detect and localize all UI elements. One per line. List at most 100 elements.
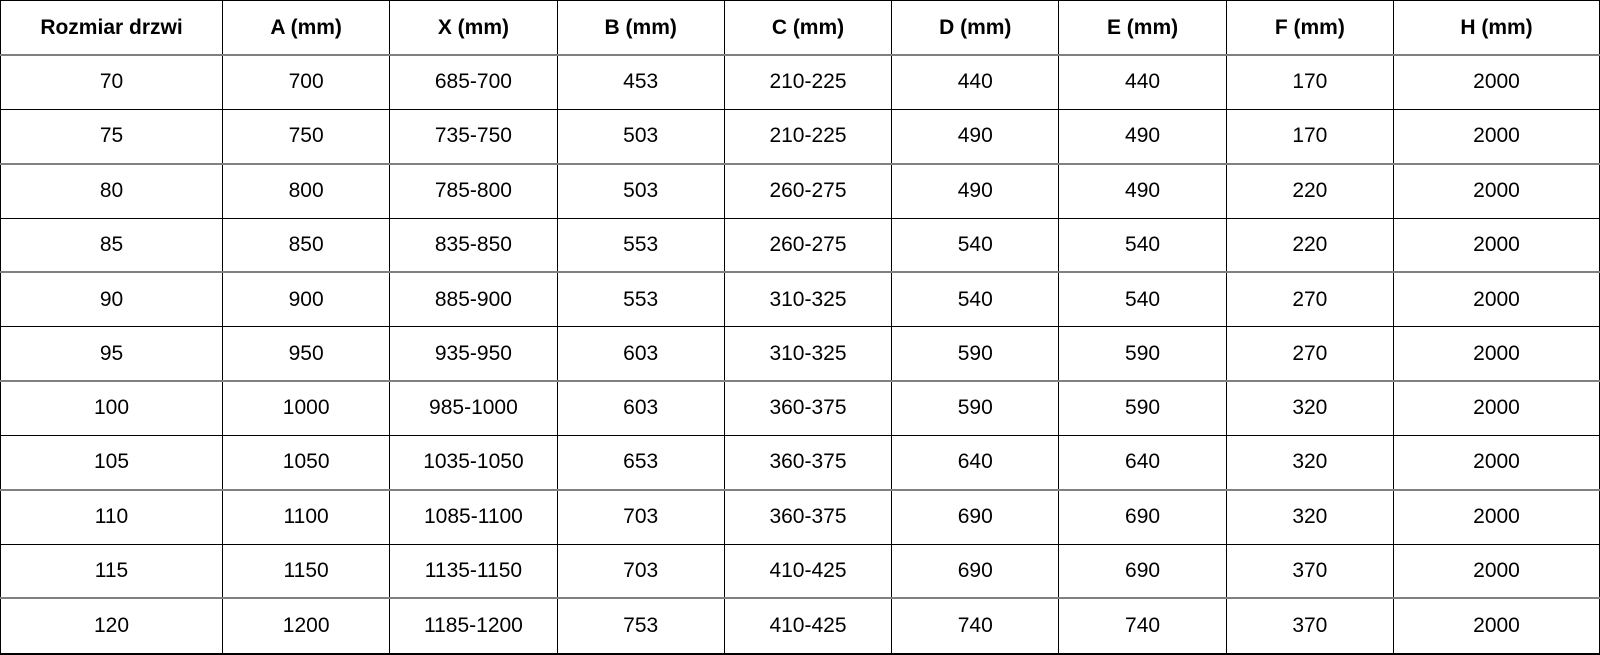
- table-cell: 1135-1150: [389, 543, 558, 600]
- table-cell: 2000: [1393, 217, 1600, 274]
- table-cell: 553: [556, 271, 725, 328]
- table-cell: 490: [1058, 108, 1227, 165]
- table-cell: 270: [1225, 271, 1395, 328]
- table-cell: 1035-1050: [389, 434, 558, 491]
- table-cell: 85: [0, 217, 223, 274]
- table-row: 110 1100 1085-1100 703 360-375 690 690 320 2000: [0, 489, 1600, 545]
- table-cell: 210-225: [723, 108, 893, 165]
- table-cell: 260-275: [723, 163, 893, 219]
- column-header: D (mm): [891, 0, 1060, 56]
- table-cell: 2000: [1393, 163, 1600, 219]
- table-cell: 440: [891, 54, 1060, 110]
- column-header: C (mm): [723, 0, 893, 56]
- column-header: H (mm): [1393, 0, 1600, 56]
- table-cell: 503: [556, 108, 725, 165]
- column-header: A (mm): [221, 0, 391, 56]
- table-cell: 70: [0, 54, 223, 110]
- table-cell: 260-275: [723, 217, 893, 274]
- table-cell: 100: [0, 380, 223, 436]
- table-cell: 985-1000: [389, 380, 558, 436]
- table-cell: 950: [221, 326, 391, 383]
- table-cell: 270: [1225, 326, 1395, 383]
- table-cell: 370: [1225, 597, 1395, 655]
- table-row: 90 900 885-900 553 310-325 540 540 270 2000: [0, 271, 1600, 328]
- table-cell: 310-325: [723, 326, 893, 383]
- table-cell: 653: [556, 434, 725, 491]
- table-cell: 1000: [221, 380, 391, 436]
- table-row: 80 800 785-800 503 260-275 490 490 220 2000: [0, 163, 1600, 219]
- table-cell: 900: [221, 271, 391, 328]
- table-cell: 220: [1225, 163, 1395, 219]
- table-cell: 700: [221, 54, 391, 110]
- table-cell: 1200: [221, 597, 391, 655]
- table-cell: 690: [891, 543, 1060, 600]
- table-cell: 690: [1058, 489, 1227, 545]
- table-cell: 110: [0, 489, 223, 545]
- table-cell: 750: [221, 108, 391, 165]
- table-cell: 105: [0, 434, 223, 491]
- table-cell: 410-425: [723, 543, 893, 600]
- table-cell: 220: [1225, 217, 1395, 274]
- table-cell: 453: [556, 54, 725, 110]
- table-cell: 370: [1225, 543, 1395, 600]
- table-cell: 785-800: [389, 163, 558, 219]
- table-cell: 95: [0, 326, 223, 383]
- table-cell: 690: [891, 489, 1060, 545]
- table-cell: 2000: [1393, 543, 1600, 600]
- table-cell: 80: [0, 163, 223, 219]
- table-cell: 540: [1058, 271, 1227, 328]
- table-cell: 1185-1200: [389, 597, 558, 655]
- table-cell: 553: [556, 217, 725, 274]
- table-cell: 2000: [1393, 271, 1600, 328]
- table-cell: 540: [891, 271, 1060, 328]
- table-row: 95 950 935-950 603 310-325 590 590 270 2000: [0, 326, 1600, 383]
- table-body: 70 700 685-700 453 210-225 440 440 170 2000 75 750…: [0, 54, 1600, 655]
- table-cell: 835-850: [389, 217, 558, 274]
- table-cell: 800: [221, 163, 391, 219]
- table-cell: 320: [1225, 489, 1395, 545]
- table-cell: 590: [891, 326, 1060, 383]
- table-cell: 1050: [221, 434, 391, 491]
- table-cell: 2000: [1393, 108, 1600, 165]
- table-cell: 885-900: [389, 271, 558, 328]
- table-cell: 603: [556, 380, 725, 436]
- table-cell: 935-950: [389, 326, 558, 383]
- table-cell: 753: [556, 597, 725, 655]
- table-cell: 75: [0, 108, 223, 165]
- table-cell: 850: [221, 217, 391, 274]
- table-cell: 170: [1225, 108, 1395, 165]
- table-cell: 540: [1058, 217, 1227, 274]
- table-cell: 640: [1058, 434, 1227, 491]
- table-cell: 2000: [1393, 597, 1600, 655]
- table-cell: 210-225: [723, 54, 893, 110]
- column-header: Rozmiar drzwi: [0, 0, 223, 56]
- table-cell: 640: [891, 434, 1060, 491]
- table-cell: 590: [1058, 326, 1227, 383]
- table-cell: 2000: [1393, 54, 1600, 110]
- table-cell: 685-700: [389, 54, 558, 110]
- table-row: 120 1200 1185-1200 753 410-425 740 740 370 2000: [0, 597, 1600, 655]
- table-cell: 490: [1058, 163, 1227, 219]
- table-cell: 2000: [1393, 434, 1600, 491]
- table-cell: 2000: [1393, 326, 1600, 383]
- table-cell: 310-325: [723, 271, 893, 328]
- table-cell: 1100: [221, 489, 391, 545]
- table-row: 105 1050 1035-1050 653 360-375 640 640 320 2000: [0, 434, 1600, 491]
- table-row: 85 850 835-850 553 260-275 540 540 220 2000: [0, 217, 1600, 274]
- table-cell: 703: [556, 543, 725, 600]
- header-row: Rozmiar drzwi A (mm) X (mm) B (mm) C (mm) D (…: [0, 0, 1600, 56]
- table-row: 75 750 735-750 503 210-225 490 490 170 2000: [0, 108, 1600, 165]
- table-cell: 703: [556, 489, 725, 545]
- table-cell: 440: [1058, 54, 1227, 110]
- table-cell: 490: [891, 108, 1060, 165]
- table-cell: 90: [0, 271, 223, 328]
- table-cell: 1150: [221, 543, 391, 600]
- column-header: F (mm): [1225, 0, 1395, 56]
- table-cell: 2000: [1393, 380, 1600, 436]
- table-cell: 360-375: [723, 489, 893, 545]
- table-cell: 1085-1100: [389, 489, 558, 545]
- column-header: B (mm): [556, 0, 725, 56]
- table-cell: 540: [891, 217, 1060, 274]
